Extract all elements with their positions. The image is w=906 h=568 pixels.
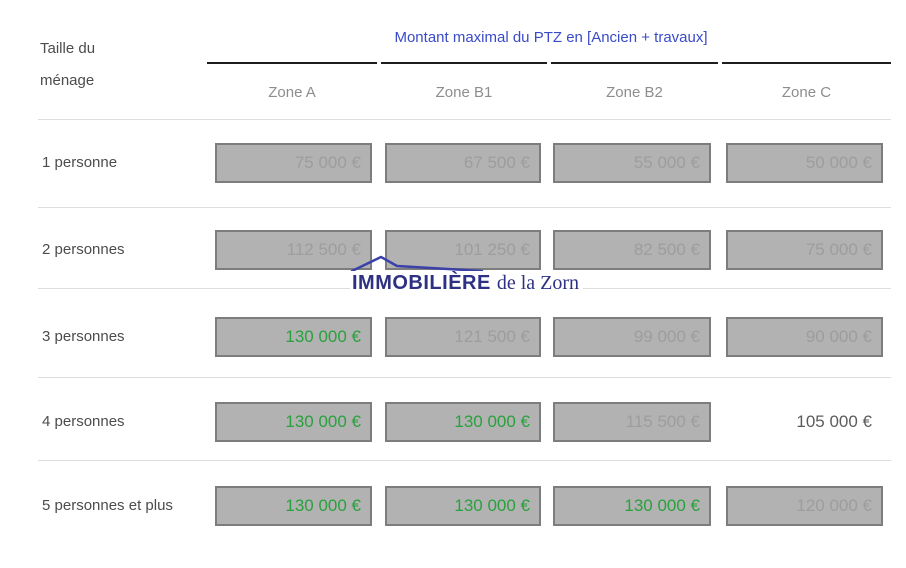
divider (38, 207, 891, 208)
value-cell: 82 500 € (553, 230, 711, 270)
value-cell: 75 000 € (726, 230, 883, 270)
column-header-zone-b1: Zone B1 (435, 84, 493, 101)
header-rule-zone-b2 (551, 62, 718, 64)
column-header-zone-c: Zone C (781, 84, 832, 101)
brand-name-bold: IMMOBILIÈRE (352, 272, 491, 294)
value-cell: 67 500 € (385, 143, 541, 183)
divider (38, 119, 891, 120)
value-cell: 120 000 € (726, 486, 883, 526)
row-header-title: Taille du ménage (40, 40, 96, 89)
header-rule-zone-b1 (381, 62, 547, 64)
brand-name-serif: de la Zorn (496, 272, 580, 294)
value-cell-highlighted: 130 000 € (215, 317, 372, 357)
value-cell-highlighted: 130 000 € (215, 402, 372, 442)
value-cell-highlighted: 130 000 € (385, 402, 541, 442)
column-header-zone-b2: Zone B2 (606, 84, 663, 101)
value-cell: 115 500 € (553, 402, 711, 442)
value-cell-highlighted: 130 000 € (553, 486, 711, 526)
value-cell: 121 500 € (385, 317, 541, 357)
divider (38, 460, 891, 461)
table-title: Montant maximal du PTZ en [Ancien + trav… (394, 29, 708, 46)
table-row: 4 personnes 130 000 € 130 000 € 115 500 … (0, 402, 906, 442)
brand-name: IMMOBILIÈRE de la Zorn (350, 271, 584, 297)
row-label: 2 personnes (42, 241, 125, 258)
column-header-zone-a: Zone A (268, 84, 316, 101)
row-label: 5 personnes et plus (42, 497, 173, 514)
row-label: 1 personne (42, 154, 118, 171)
value-cell: 90 000 € (726, 317, 883, 357)
value-cell: 101 250 € (385, 230, 541, 270)
house-roof-icon (350, 255, 484, 273)
table-row: 3 personnes 130 000 € 121 500 € 99 000 €… (0, 317, 906, 357)
header-rule-zone-c (722, 62, 891, 64)
value-cell: 112 500 € (215, 230, 372, 270)
brand-watermark: IMMOBILIÈRE de la Zorn (348, 247, 598, 302)
value-cell-highlighted: 130 000 € (385, 486, 541, 526)
header-rule-zone-a (207, 62, 377, 64)
table-row: 2 personnes 112 500 € 101 250 € 82 500 €… (0, 230, 906, 270)
value-cell-plain: 105 000 € (796, 412, 872, 431)
table-row: 5 personnes et plus 130 000 € 130 000 € … (0, 486, 906, 526)
divider (38, 377, 891, 378)
value-cell-highlighted: 130 000 € (215, 486, 372, 526)
value-cell: 99 000 € (553, 317, 711, 357)
value-cell: 75 000 € (215, 143, 372, 183)
value-cell: 55 000 € (553, 143, 711, 183)
row-label: 3 personnes (42, 328, 125, 345)
value-cell: 50 000 € (726, 143, 883, 183)
table-row: 1 personne 75 000 € 67 500 € 55 000 € 50… (0, 143, 906, 183)
row-label: 4 personnes (42, 413, 125, 430)
